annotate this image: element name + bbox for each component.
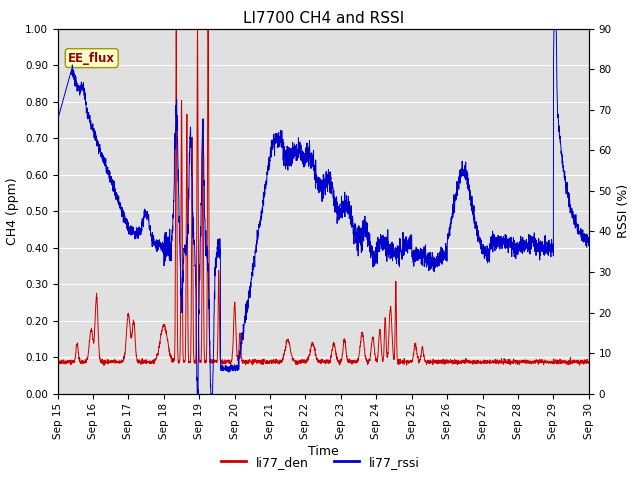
li77_rssi [258, 212, 266, 218]
li77_rssi [575, 227, 582, 233]
X-axis label: Time: Time [308, 445, 339, 458]
li77_rssi [585, 241, 593, 247]
li77_den [258, 360, 266, 365]
Y-axis label: RSSI (%): RSSI (%) [617, 184, 630, 238]
li77_rssi [518, 250, 525, 255]
li77_rssi [146, 224, 154, 230]
li77_den [100, 362, 108, 368]
li77_den [575, 358, 582, 364]
Text: EE_flux: EE_flux [68, 52, 115, 65]
li77_rssi [54, 117, 61, 123]
li77_den [204, 26, 212, 32]
li77_den [585, 359, 593, 365]
li77_rssi [550, 26, 558, 32]
Line: li77_rssi: li77_rssi [58, 29, 589, 394]
Y-axis label: CH4 (ppm): CH4 (ppm) [6, 178, 19, 245]
Legend: li77_den, li77_rssi: li77_den, li77_rssi [216, 451, 424, 474]
li77_den [115, 360, 122, 365]
li77_den [518, 358, 525, 363]
Line: li77_den: li77_den [58, 29, 589, 365]
Title: LI7700 CH4 and RSSI: LI7700 CH4 and RSSI [243, 11, 404, 26]
li77_rssi [193, 391, 201, 396]
li77_rssi [281, 154, 289, 159]
li77_den [146, 359, 154, 364]
li77_rssi [115, 200, 122, 206]
li77_den [54, 359, 61, 364]
li77_den [281, 348, 289, 354]
